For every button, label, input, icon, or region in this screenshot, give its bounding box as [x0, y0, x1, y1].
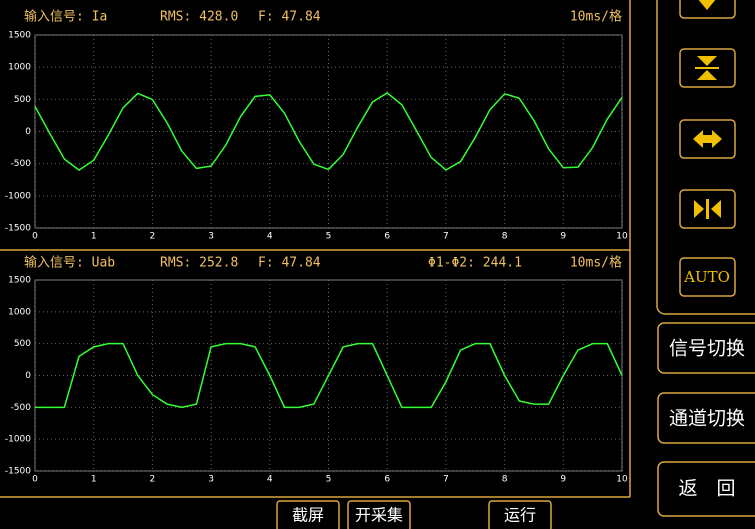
x-tick-label: 0 — [32, 232, 38, 242]
btn-label: 通道切换 — [669, 408, 745, 430]
waveform — [35, 342, 623, 409]
readout: F: 47.84 — [258, 10, 321, 25]
y-tick-label: 1500 — [8, 276, 31, 286]
x-tick-label: 4 — [267, 232, 273, 242]
y-tick-label: -500 — [11, 403, 32, 413]
x-tick-label: 0 — [32, 475, 38, 485]
x-tick-label: 6 — [384, 232, 390, 242]
readout: Φ1-Φ2: 244.1 — [428, 256, 522, 271]
btn-acquire[interactable]: 开采集 — [347, 500, 411, 529]
btn-label: 截屏 — [292, 506, 324, 525]
x-tick-label: 3 — [208, 232, 214, 242]
btn-signal[interactable]: 信号切换 — [657, 322, 755, 374]
readout: 10ms/格 — [570, 255, 622, 271]
btn-run[interactable]: 运行 — [488, 500, 552, 529]
x-tick-label: 8 — [502, 232, 508, 242]
x-tick-label: 5 — [326, 232, 332, 242]
readout: RMS: 428.0 — [160, 10, 238, 25]
x-tick-label: 6 — [384, 475, 390, 485]
readout: F: 47.84 — [258, 256, 321, 271]
x-tick-label: 1 — [91, 232, 97, 242]
x-tick-label: 5 — [326, 475, 332, 485]
y-tick-label: -1500 — [5, 467, 31, 477]
x-tick-label: 10 — [616, 475, 628, 485]
y-tick-label: 500 — [14, 95, 31, 105]
btn-channel[interactable]: 通道切换 — [657, 392, 755, 444]
x-tick-label: 8 — [502, 475, 508, 485]
btn-back[interactable]: 返 回 — [657, 461, 755, 517]
y-tick-label: 1000 — [8, 307, 31, 317]
btn-up[interactable] — [679, 0, 736, 19]
y-tick-label: 1000 — [8, 63, 31, 73]
x-tick-label: 9 — [560, 475, 566, 485]
x-tick-label: 7 — [443, 475, 449, 485]
btn-zoom-v[interactable] — [679, 48, 736, 88]
btn-label: 返 回 — [678, 478, 735, 500]
y-tick-label: -1000 — [5, 435, 31, 445]
y-tick-label: 0 — [25, 371, 31, 381]
readout: 10ms/格 — [570, 9, 622, 25]
btn-label: 开采集 — [355, 506, 403, 525]
x-tick-label: 2 — [150, 475, 156, 485]
channel-title: 输入信号: Uab — [24, 255, 115, 271]
x-tick-label: 3 — [208, 475, 214, 485]
btn-auto[interactable]: AUTO — [679, 257, 736, 297]
x-tick-label: 10 — [616, 232, 628, 242]
x-tick-label: 7 — [443, 232, 449, 242]
x-tick-label: 4 — [267, 475, 273, 485]
channel-title: 输入信号: Ia — [24, 9, 107, 25]
readout: RMS: 252.8 — [160, 256, 238, 271]
btn-shrink-h[interactable] — [679, 189, 736, 229]
btn-screenshot[interactable]: 截屏 — [276, 500, 340, 529]
btn-expand-h[interactable] — [679, 119, 736, 159]
x-tick-label: 1 — [91, 475, 97, 485]
waveform — [34, 92, 623, 172]
y-tick-label: 0 — [25, 127, 31, 137]
y-tick-label: -1000 — [5, 191, 31, 201]
y-tick-label: -1500 — [5, 224, 31, 234]
y-tick-label: -500 — [11, 159, 32, 169]
y-tick-label: 500 — [14, 339, 31, 349]
x-tick-label: 9 — [560, 232, 566, 242]
btn-label: 信号切换 — [669, 338, 745, 360]
btn-label: 运行 — [504, 506, 536, 525]
btn-label: AUTO — [683, 268, 730, 286]
x-tick-label: 2 — [150, 232, 156, 242]
y-tick-label: 1500 — [8, 31, 31, 41]
